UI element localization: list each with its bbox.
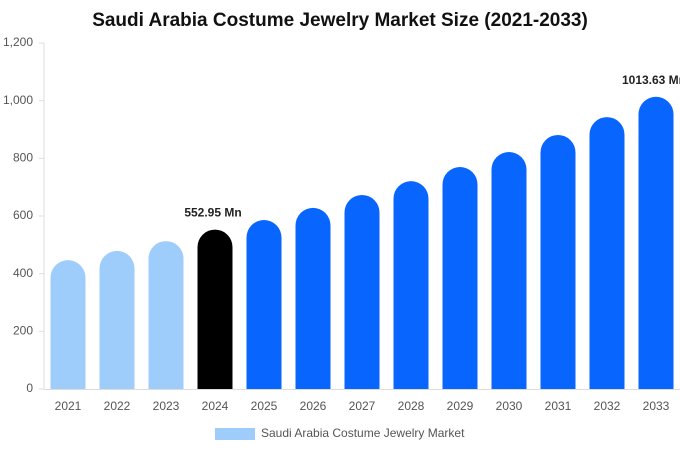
y-tick-label: 600 [13,208,33,222]
x-tick-label: 2030 [496,399,523,413]
y-tick-label: 800 [13,151,33,165]
bar [344,194,380,389]
x-tick-label: 2031 [545,399,572,413]
x-tick-label: 2024 [202,399,229,413]
bar [442,166,478,389]
x-tick-label: 2027 [349,399,376,413]
x-tick-label: 2022 [104,399,131,413]
bar [50,260,86,389]
y-tick-label: 400 [13,266,33,280]
value-label: 1013.63 Mn [622,73,680,87]
y-tick-label: 200 [13,324,33,338]
bar [589,117,625,389]
bar [638,96,674,389]
legend-label: Saudi Arabia Costume Jewelry Market [261,426,465,440]
y-tick-label: 1,000 [3,93,33,107]
bar [148,241,184,389]
bar [246,220,282,389]
legend-swatch [215,428,255,440]
x-tick-label: 2025 [251,399,278,413]
bar [393,181,429,389]
x-tick-label: 2026 [300,399,327,413]
y-tick-label: 0 [26,381,33,395]
bar [540,134,576,389]
x-tick-label: 2033 [643,399,670,413]
x-tick-label: 2029 [447,399,474,413]
y-tick-label: 1,200 [3,35,33,49]
bar [99,250,135,389]
value-label: 552.95 Mn [184,206,241,220]
x-tick-label: 2021 [55,399,82,413]
x-tick-label: 2032 [594,399,621,413]
chart-title: Saudi Arabia Costume Jewelry Market Size… [92,10,588,31]
x-tick-label: 2023 [153,399,180,413]
bar [491,151,527,389]
bar [197,229,233,389]
bar [295,207,331,389]
x-tick-label: 2028 [398,399,425,413]
